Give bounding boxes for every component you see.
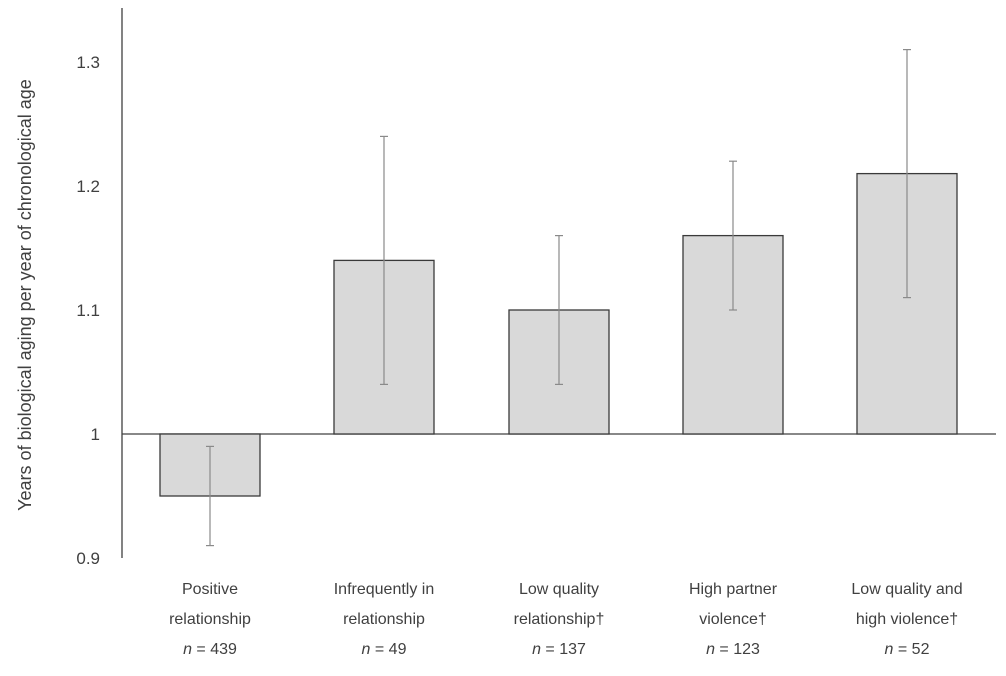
y-tick-label: 1.3 (76, 53, 100, 72)
sample-size-label: n = 137 (532, 641, 586, 658)
sample-size-label: n = 52 (885, 641, 930, 658)
sample-size-label: n = 49 (362, 641, 407, 658)
category-label-line: Low quality and (851, 581, 962, 598)
category-label-line: Low quality (519, 581, 599, 598)
category-label-line: High partner (689, 581, 778, 598)
category-label-line: relationship (169, 611, 251, 628)
bars (159, 172, 958, 497)
category-label-line: Positive (182, 581, 238, 598)
sample-size-symbol: n (362, 641, 371, 658)
error-bars (206, 48, 911, 547)
category-label: High partner violence† n = 123 (689, 581, 778, 658)
category-label: Positive relationship n = 439 (169, 581, 251, 658)
category-label: Low quality relationship† n = 137 (514, 581, 605, 658)
sample-size-label: n = 439 (183, 641, 237, 658)
y-tick-label: 1.2 (76, 177, 100, 196)
sample-size-label: n = 123 (706, 641, 760, 658)
y-axis-label: Years of biological aging per year of ch… (15, 79, 35, 511)
sample-size-value: = 123 (715, 641, 760, 658)
y-tick-label: 1 (91, 425, 100, 444)
category-label-line: violence† (699, 611, 767, 628)
sample-size-symbol: n (706, 641, 715, 658)
error-bar (380, 135, 388, 385)
error-bar (206, 445, 214, 547)
category-labels: Positive relationship n = 439 Infrequently … (169, 581, 963, 658)
category-label-line: relationship (343, 611, 425, 628)
sample-size-value: = 52 (893, 641, 929, 658)
sample-size-value: = 439 (192, 641, 237, 658)
error-bar (555, 235, 563, 385)
category-label-line: Infrequently in (334, 581, 435, 598)
category-label: Infrequently in relationship n = 49 (334, 581, 435, 658)
y-tick-labels: 0.9 1 1.1 1.2 1.3 (76, 53, 100, 568)
y-tick-label: 1.1 (76, 301, 100, 320)
sample-size-symbol: n (183, 641, 192, 658)
sample-size-symbol: n (885, 641, 894, 658)
y-tick-label: 0.9 (76, 549, 100, 568)
y-axis-label-group: Years of biological aging per year of ch… (15, 79, 35, 511)
error-bar (729, 160, 737, 311)
category-label: Low quality and high violence† n = 52 (851, 581, 962, 658)
sample-size-value: = 137 (541, 641, 586, 658)
sample-size-value: = 49 (370, 641, 406, 658)
category-label-line: high violence† (856, 611, 958, 628)
error-bar (903, 48, 911, 299)
sample-size-symbol: n (532, 641, 541, 658)
category-label-line: relationship† (514, 611, 605, 628)
